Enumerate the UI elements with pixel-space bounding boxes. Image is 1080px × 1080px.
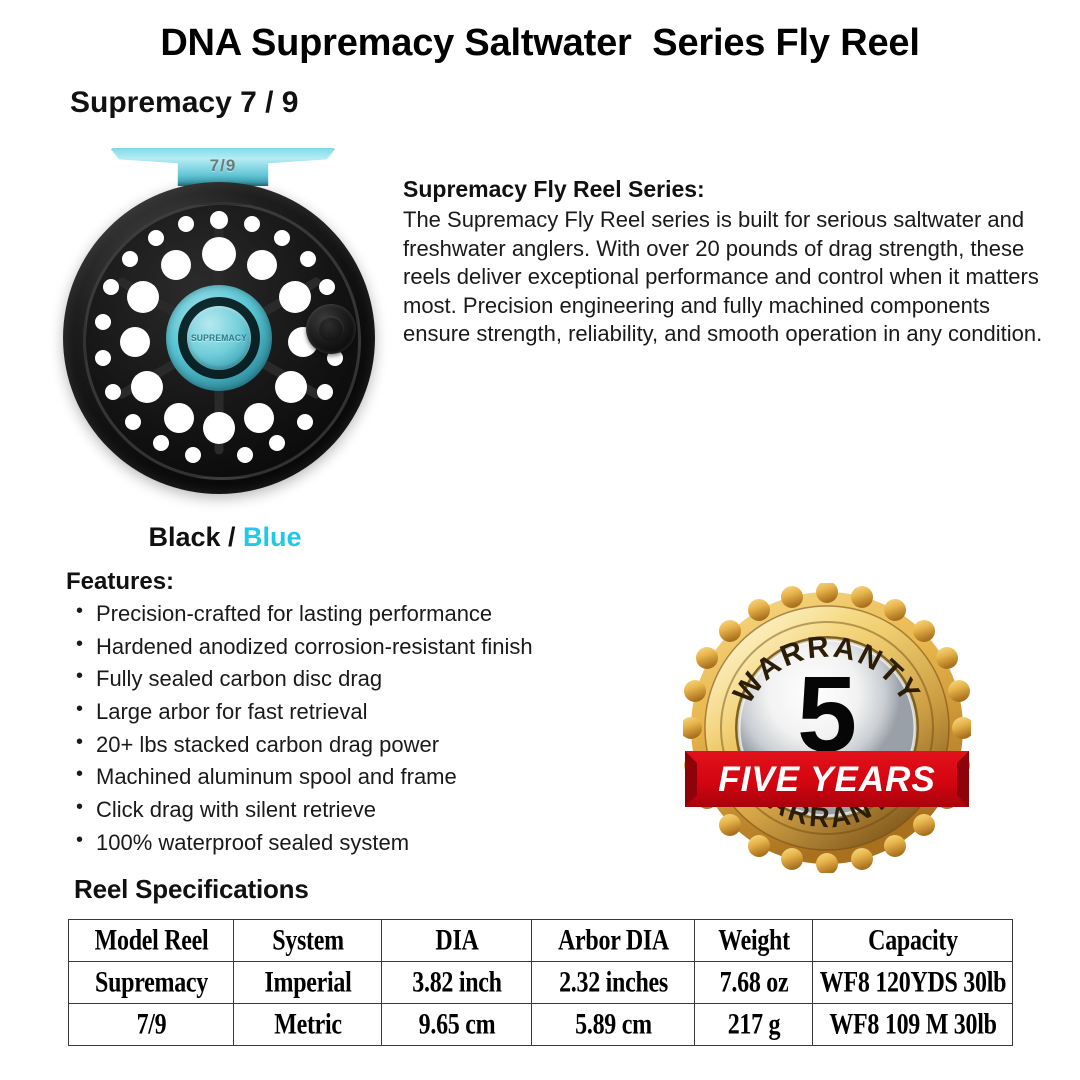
color-blue-text: Blue (243, 522, 302, 552)
feature-item: Precision-crafted for lasting performanc… (66, 597, 686, 631)
features-title: Features: (66, 568, 175, 595)
reel-frame: SUPREMACY (63, 182, 375, 494)
spec-heading: Reel Specifications (74, 874, 309, 904)
table-row: 7/9 Metric 9.65 cm 5.89 cm 217 g WF8 109 M 30… (69, 999, 1013, 1050)
table-cell: WF8 109 M 30lb (816, 999, 1009, 1050)
product-image-fly-reel: 7/9 (55, 142, 395, 502)
reel-hub-cap: SUPREMACY (187, 306, 251, 370)
model-subtitle: Supremacy 7 / 9 (70, 86, 299, 119)
table-cell: Metric (235, 999, 380, 1050)
table-cell: 7/9 (71, 999, 231, 1050)
table-row: Supremacy Imperial 3.82 inch 2.32 inches 7.6… (69, 957, 1013, 1008)
table-header-row: Model Reel System DIA Arbor DIA Weight Capaci… (69, 915, 1013, 966)
table-cell: 9.65 cm (384, 999, 529, 1050)
features-list: Precision-crafted for lasting performanc… (66, 597, 686, 860)
features-block: Features: Precision-crafted for lasting … (66, 568, 686, 859)
reel-hub-brand-label: SUPREMACY (190, 332, 248, 344)
feature-item: 20+ lbs stacked carbon drag power (66, 728, 686, 762)
badge-banner-text: FIVE YEARS (718, 760, 935, 799)
color-separator: / (220, 522, 244, 552)
color-option-label: Black / Blue (55, 522, 395, 553)
description-title: Supremacy Fly Reel Series: (403, 176, 705, 202)
drag-knob (306, 304, 356, 354)
feature-item: Hardened anodized corrosion-resistant fi… (66, 630, 686, 664)
spec-table: Model Reel System DIA Arbor DIA Weight Capaci… (68, 915, 1013, 1050)
description-block: Supremacy Fly Reel Series: The Supremacy… (403, 176, 1058, 349)
description-body: The Supremacy Fly Reel series is built f… (403, 207, 1043, 347)
feature-item: Machined aluminum spool and frame (66, 760, 686, 794)
feature-item: Click drag with silent retrieve (66, 793, 686, 827)
page-title: DNA Supremacy Saltwater Series Fly Reel (160, 22, 920, 64)
color-black-text: Black (148, 522, 221, 552)
feature-item: Large arbor for fast retrieval (66, 695, 686, 729)
warranty-badge: WARRANTY WARRANTY 5 FIVE YEARS (680, 581, 974, 875)
table-cell: 217 g (696, 999, 811, 1050)
feature-item: Fully sealed carbon disc drag (66, 662, 686, 696)
feature-item: 100% waterproof sealed system (66, 826, 686, 860)
badge-red-banner (685, 751, 969, 807)
reel-foot-size-label: 7/9 (209, 156, 237, 175)
table-cell: 5.89 cm (534, 999, 692, 1050)
